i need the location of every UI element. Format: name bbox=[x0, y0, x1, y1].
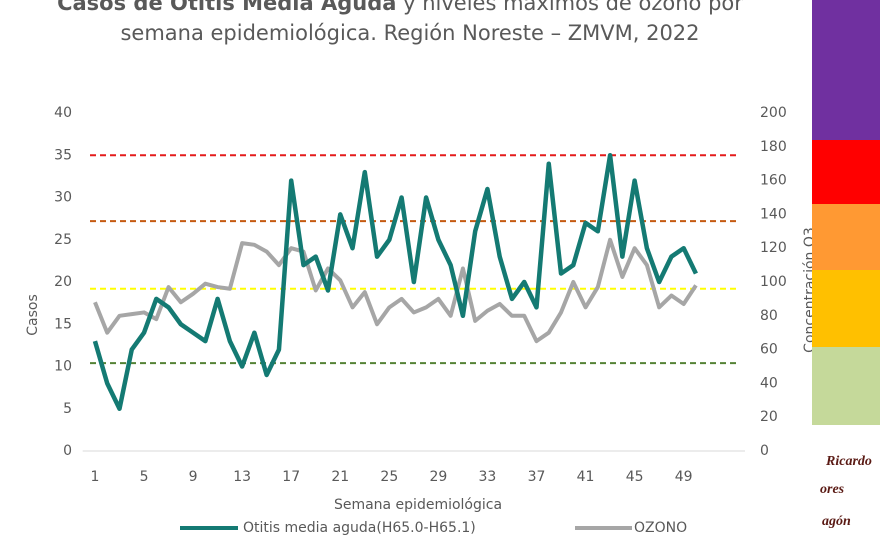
x-tick-label: 45 bbox=[626, 469, 644, 485]
y2-tick-label: 200 bbox=[760, 105, 787, 121]
y-tick-label: 0 bbox=[63, 443, 72, 459]
chart-subtitle: semana epidemiológica. Región Noreste – … bbox=[120, 21, 699, 45]
x-tick-label: 5 bbox=[140, 469, 149, 485]
scale-purple bbox=[812, 0, 880, 140]
y2-tick-label: 80 bbox=[760, 308, 778, 324]
scale-red bbox=[812, 140, 880, 204]
y2-tick-label: 140 bbox=[760, 206, 787, 222]
y2-tick-label: 180 bbox=[760, 139, 787, 155]
color-scale bbox=[812, 0, 880, 425]
x-tick-label: 13 bbox=[233, 469, 251, 485]
y2-tick-label: 160 bbox=[760, 173, 787, 189]
logo-text: ores bbox=[820, 482, 845, 497]
y-tick-label: 15 bbox=[54, 316, 72, 332]
x-axis-label: Semana epidemiológica bbox=[334, 497, 502, 513]
series-line bbox=[92, 153, 698, 411]
y-tick-label: 5 bbox=[63, 401, 72, 417]
legend-label: OZONO bbox=[634, 520, 687, 536]
scale-yellow bbox=[812, 270, 880, 347]
y-tick-label: 25 bbox=[54, 232, 72, 248]
y-axis-label: Casos bbox=[25, 294, 41, 336]
y-tick-label: 40 bbox=[54, 105, 72, 121]
title-rest: y niveles máximos de ozono por bbox=[396, 0, 743, 15]
y2-tick-label: 20 bbox=[760, 409, 778, 425]
logo-text: agón bbox=[822, 514, 851, 529]
y2-tick-label: 60 bbox=[760, 342, 778, 358]
x-tick-label: 21 bbox=[331, 469, 349, 485]
x-tick-label: 41 bbox=[577, 469, 595, 485]
series-line bbox=[93, 237, 698, 344]
legend-label: Otitis media aguda(H65.0-H65.1) bbox=[243, 520, 476, 536]
scale-orange bbox=[812, 204, 880, 270]
y-tick-label: 20 bbox=[54, 274, 72, 290]
chart-title: Casos de Otitis Media Aguda y niveles má… bbox=[57, 0, 743, 15]
y-tick-label: 10 bbox=[54, 359, 72, 375]
x-tick-label: 25 bbox=[380, 469, 398, 485]
x-tick-label: 37 bbox=[528, 469, 546, 485]
x-tick-label: 33 bbox=[479, 469, 497, 485]
x-tick-label: 9 bbox=[189, 469, 198, 485]
title-bold: Casos de Otitis Media Aguda bbox=[57, 0, 396, 15]
y-tick-label: 35 bbox=[54, 147, 72, 163]
x-tick-label: 17 bbox=[282, 469, 300, 485]
y2-tick-label: 120 bbox=[760, 240, 787, 256]
x-tick-label: 1 bbox=[91, 469, 100, 485]
scale-green bbox=[812, 347, 880, 425]
x-tick-label: 29 bbox=[429, 469, 447, 485]
y2-tick-label: 100 bbox=[760, 274, 787, 290]
y2-tick-label: 40 bbox=[760, 375, 778, 391]
y2-tick-label: 0 bbox=[760, 443, 769, 459]
y-tick-label: 30 bbox=[54, 190, 72, 206]
logo-text: Ricardo bbox=[825, 454, 872, 469]
x-tick-label: 49 bbox=[675, 469, 693, 485]
